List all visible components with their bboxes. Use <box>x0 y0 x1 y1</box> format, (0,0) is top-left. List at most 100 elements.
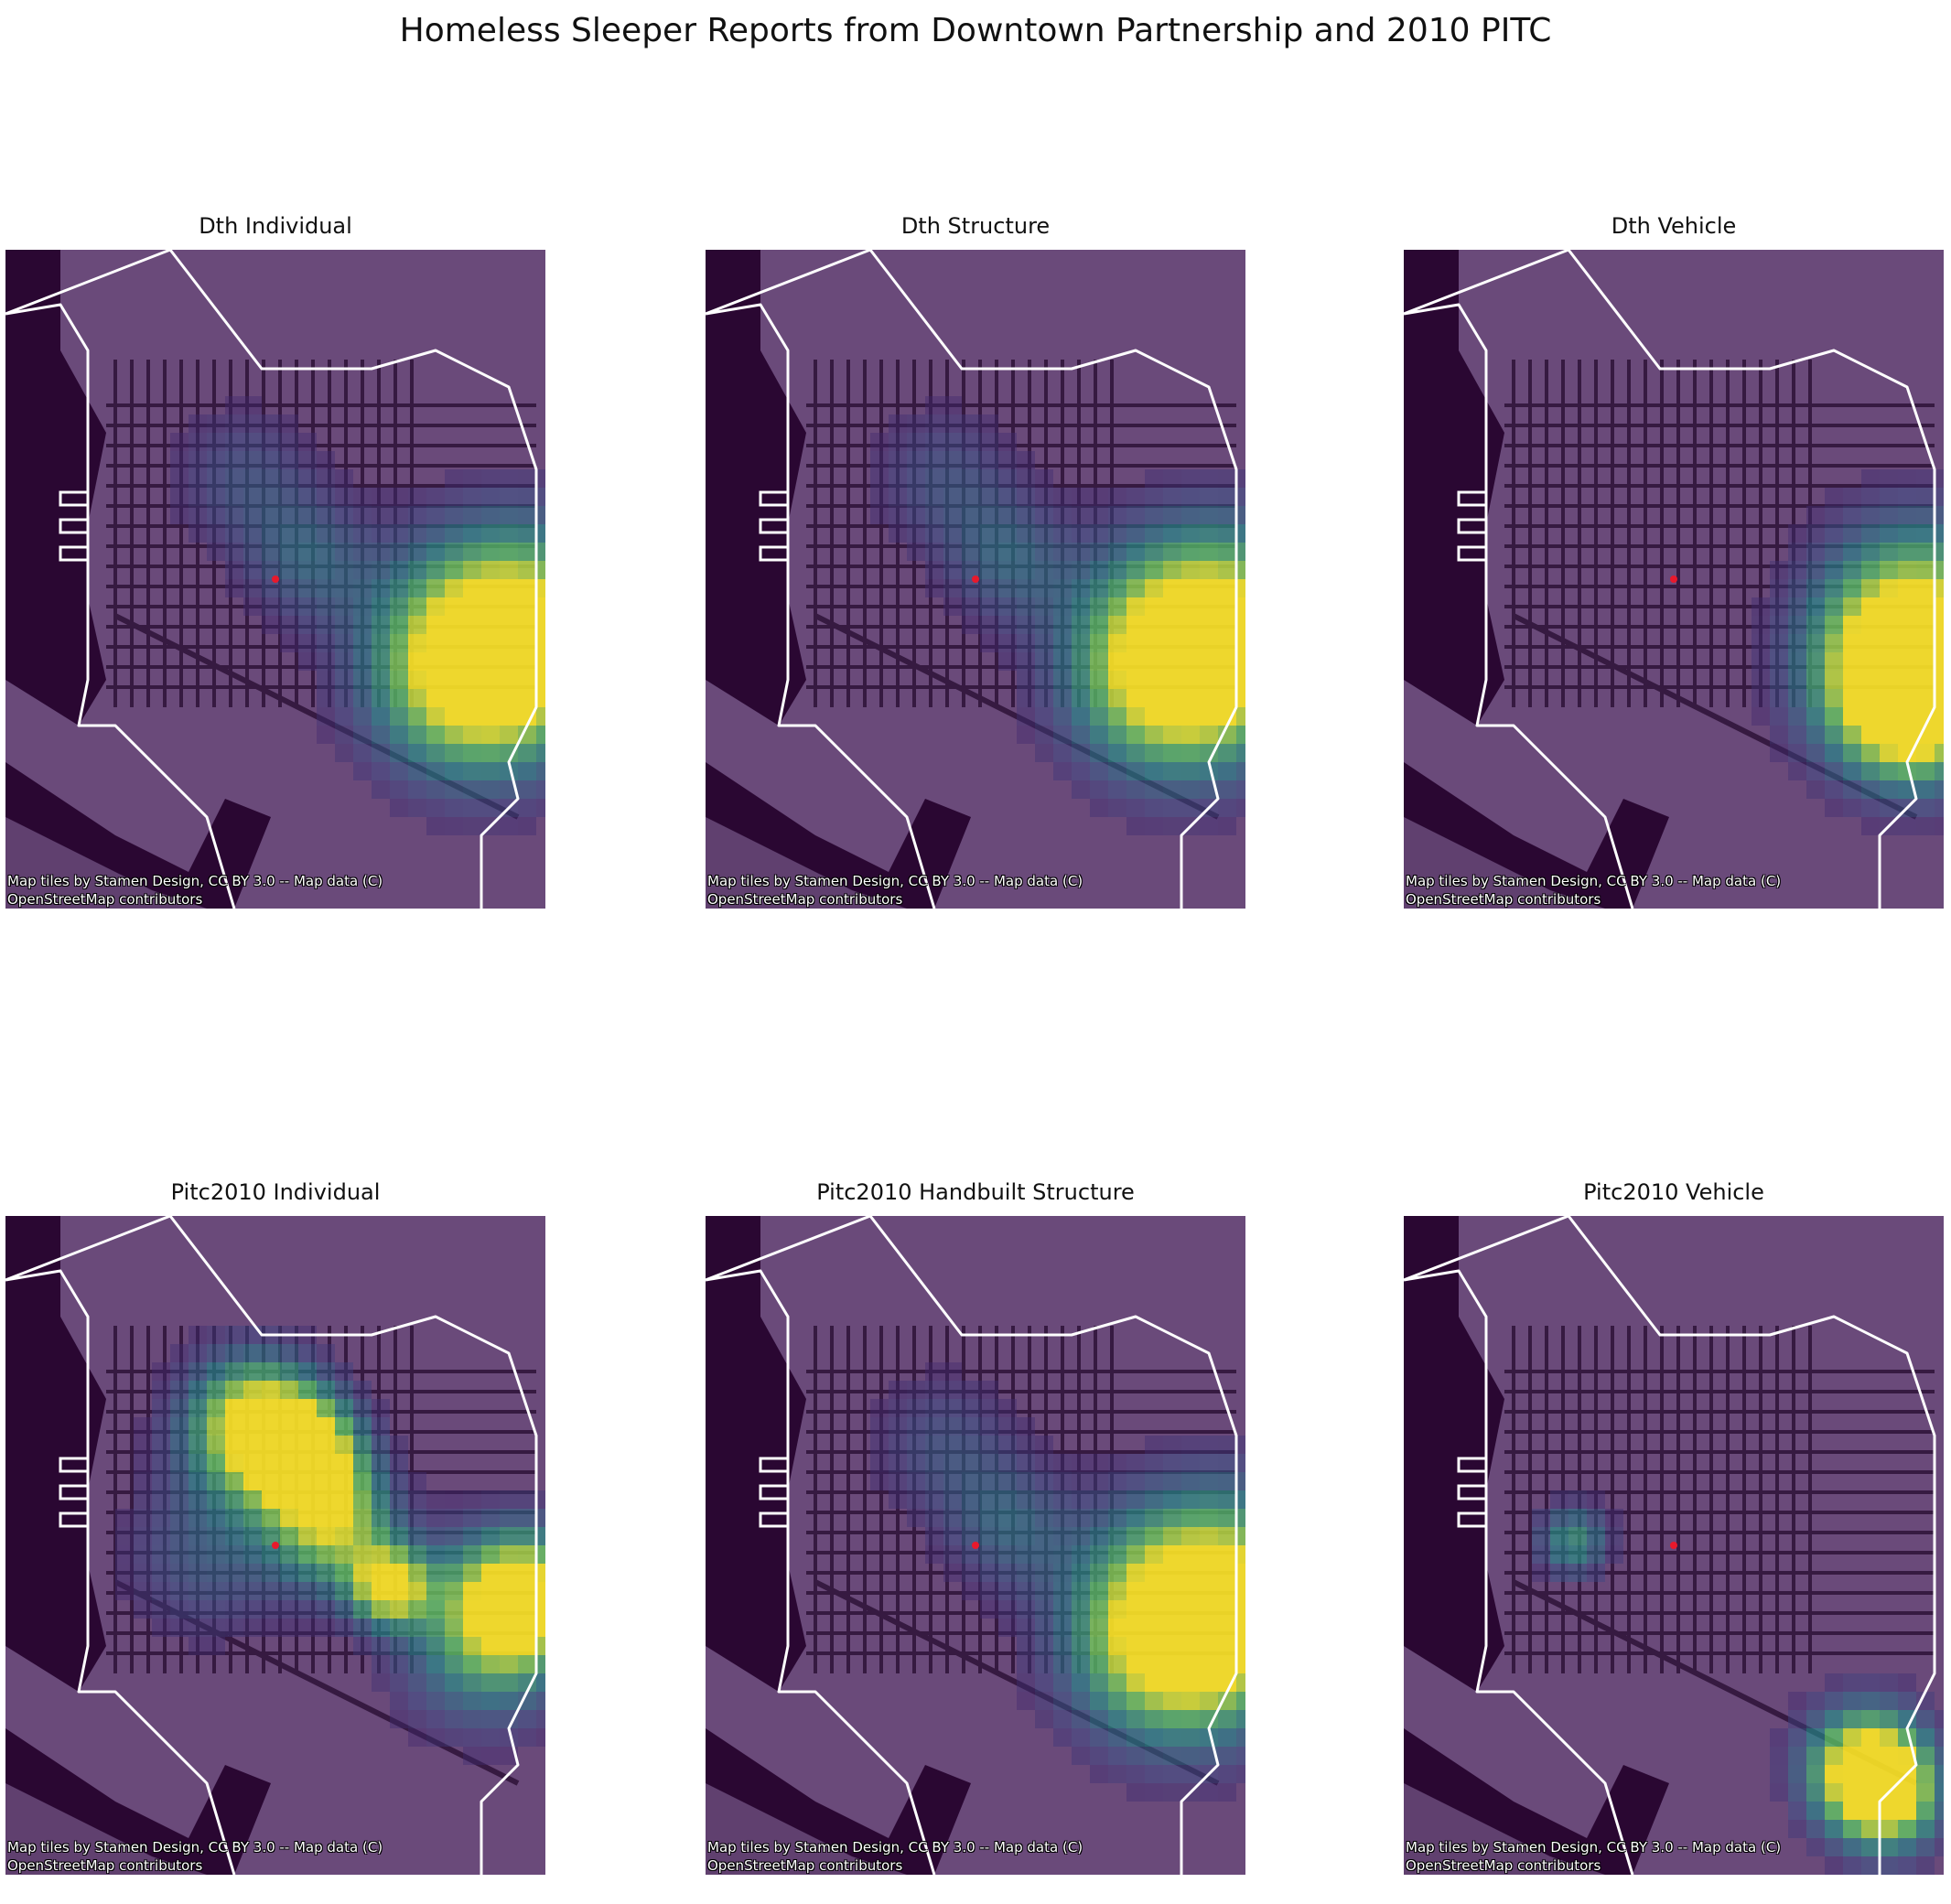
heat-cell <box>1090 597 1108 616</box>
heat-cell <box>1916 1838 1935 1856</box>
heat-cell <box>1126 1765 1145 1783</box>
heat-cell <box>1035 561 1053 579</box>
heat-cell <box>1017 1600 1035 1619</box>
heat-cell <box>518 799 536 817</box>
heat-cell <box>390 524 408 543</box>
heat-cell <box>1017 1564 1035 1582</box>
heat-cell <box>1035 524 1053 543</box>
heat-cell <box>152 1417 170 1436</box>
heat-cell <box>1163 616 1181 634</box>
heat-cell <box>1788 671 1806 689</box>
heat-cell <box>445 671 463 689</box>
heat-cell <box>889 524 907 543</box>
heat-cell <box>390 1436 408 1454</box>
heat-cell <box>1090 1655 1108 1673</box>
heat-cell <box>426 616 445 634</box>
heat-cell <box>1126 1472 1145 1490</box>
heat-cell <box>1126 1637 1145 1655</box>
heat-cell <box>1200 597 1218 616</box>
heat-cell <box>1935 780 1944 799</box>
heat-cell <box>1898 726 1916 744</box>
heat-cell <box>1163 817 1181 835</box>
heat-cell <box>481 1673 500 1692</box>
heat-cell <box>243 1582 262 1600</box>
heat-cell <box>262 433 280 451</box>
heat-cell <box>1825 616 1843 634</box>
heat-cell <box>225 451 243 469</box>
heat-cell <box>1053 506 1072 524</box>
heat-cell <box>207 1582 225 1600</box>
heat-cell <box>1145 726 1163 744</box>
heat-cell <box>1605 1545 1623 1564</box>
heat-cell <box>962 579 980 597</box>
pier <box>1457 545 1486 562</box>
heat-cell <box>536 597 545 616</box>
heat-cell <box>1916 1710 1935 1728</box>
heat-cell <box>1218 579 1236 597</box>
heat-cell <box>536 1527 545 1545</box>
heat-cell <box>1218 707 1236 726</box>
heat-cell <box>1236 726 1245 744</box>
heat-cell <box>518 616 536 634</box>
heat-cell <box>1218 1728 1236 1747</box>
heat-cell <box>390 1564 408 1582</box>
heat-cell <box>408 1673 426 1692</box>
center-marker <box>1670 576 1677 583</box>
heat-cell <box>500 1564 518 1582</box>
heat-cell <box>998 561 1017 579</box>
heat-cell <box>1126 1490 1145 1509</box>
heat-cell <box>1145 1655 1163 1673</box>
heat-cell <box>998 1619 1017 1637</box>
heat-cell <box>1788 726 1806 744</box>
heat-cell <box>500 1490 518 1509</box>
heat-cell <box>1218 1710 1236 1728</box>
heat-cell <box>1806 1765 1825 1783</box>
heat-cell <box>1108 780 1126 799</box>
heat-cell <box>518 817 536 835</box>
heat-cell <box>1236 1509 1245 1527</box>
heat-cell <box>317 469 335 488</box>
heat-cell <box>1788 543 1806 561</box>
heat-cell <box>1126 689 1145 707</box>
heat-cell <box>1788 1820 1806 1838</box>
heat-cell <box>1072 506 1090 524</box>
heat-cell <box>1108 1490 1126 1509</box>
heat-cell <box>372 561 390 579</box>
heat-cell <box>390 1710 408 1728</box>
pier <box>1457 1511 1486 1528</box>
heat-cell <box>1935 506 1944 524</box>
heat-cell <box>870 1472 889 1490</box>
heat-cell <box>445 1545 463 1564</box>
heat-cell <box>445 817 463 835</box>
heat-cell <box>962 1454 980 1472</box>
heat-cell <box>1806 1783 1825 1802</box>
heat-cell <box>262 543 280 561</box>
heat-cell <box>353 1582 372 1600</box>
heat-cell <box>1181 561 1200 579</box>
heat-cell <box>907 1509 925 1527</box>
heat-cell <box>907 1417 925 1436</box>
heat-cell <box>353 1399 372 1417</box>
heat-cell <box>1532 1545 1550 1564</box>
heat-cell <box>1090 1509 1108 1527</box>
heat-cell <box>372 506 390 524</box>
heat-cell <box>335 671 353 689</box>
heat-cell <box>1035 1673 1053 1692</box>
heat-cell <box>280 1362 298 1381</box>
heat-cell <box>943 469 962 488</box>
heat-cell <box>317 1564 335 1582</box>
heat-cell <box>1053 1637 1072 1655</box>
heat-cell <box>1861 488 1880 506</box>
heat-cell <box>280 506 298 524</box>
heat-cell <box>870 506 889 524</box>
heat-cell <box>317 689 335 707</box>
heat-cell <box>925 414 943 433</box>
heat-cell <box>1935 1710 1944 1728</box>
map-panel-dth-vehicle: Dth Vehicle Map tiles by Stamen Design, … <box>1404 206 1944 938</box>
heat-cell <box>335 744 353 762</box>
heat-cell <box>998 524 1017 543</box>
heat-cell <box>1935 634 1944 652</box>
heat-cell <box>518 543 536 561</box>
heat-cell <box>536 1728 545 1747</box>
heat-cell <box>1236 1472 1245 1490</box>
